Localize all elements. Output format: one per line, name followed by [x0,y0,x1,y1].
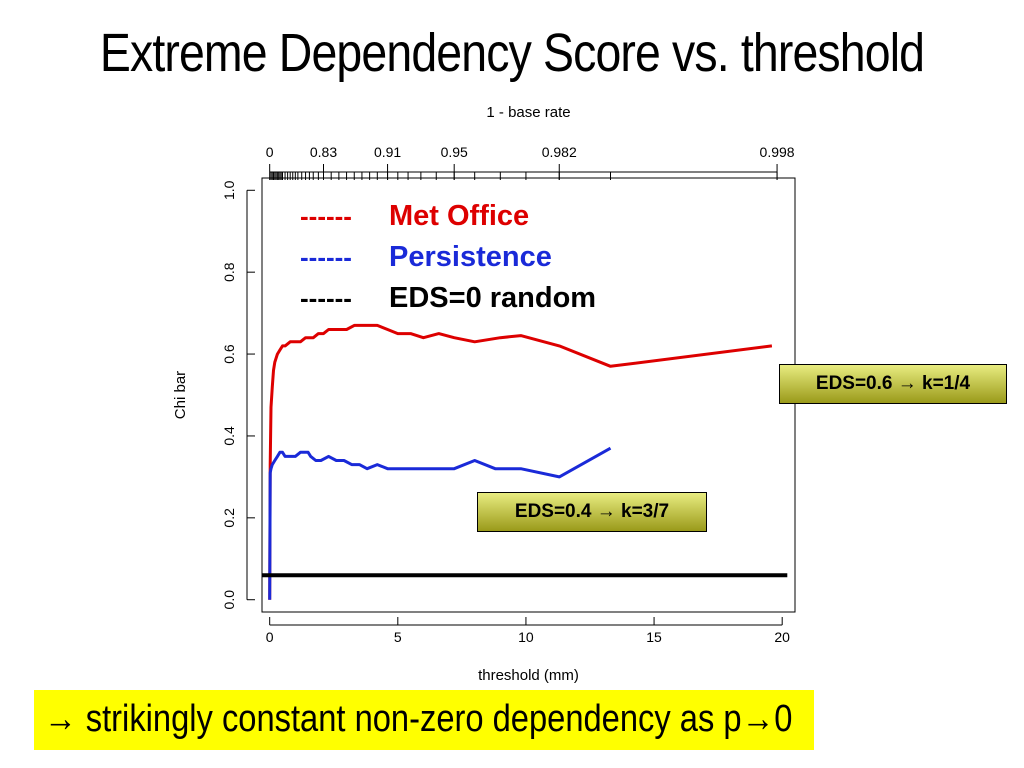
x-tick-label-1: 5 [394,629,402,645]
x-tick-label-0: 0 [266,629,274,645]
legend-label-2: EDS=0 random [389,282,596,314]
footer-message: strikingly constant non-zero dependency … [76,698,742,740]
y-tick-label-1: 0.2 [221,508,237,528]
slide-title: Extreme Dependency Score vs. threshold [99,23,925,83]
top-tick-label-0: 0 [266,144,274,160]
y-tick-label-4: 0.8 [221,262,237,282]
callout-eds-0-6: EDS=0.6 → k=1/4 [779,364,1007,404]
legend-dash-0: ------ [300,201,352,231]
footer-text: → strikingly constant non-zero dependenc… [44,698,792,741]
series-line-met-office [268,323,773,600]
y-tick-label-2: 0.4 [221,426,237,446]
legend-dash-1: ------ [300,242,352,272]
legend-dash-2: ------ [300,283,352,313]
y-tick-label-3: 0.6 [221,344,237,364]
top-tick-label-1: 0.83 [310,144,337,160]
x-axis-label: threshold (mm) [478,667,579,684]
y-tick-label-5: 1.0 [221,180,237,200]
top-tick-label-2: 0.91 [374,144,401,160]
top-tick-label-4: 0.982 [542,144,577,160]
top-axis-label: 1 - base rate [486,104,570,121]
x-tick-label-4: 20 [774,629,790,645]
legend-label-0: Met Office [389,200,529,232]
y-axis-label: Chi bar [172,371,189,419]
legend-label-1: Persistence [389,241,552,273]
x-tick-label-2: 10 [518,629,534,645]
series-line-persistence [268,446,612,600]
y-tick-label-0: 0.0 [221,590,237,610]
footer-arrow: → [44,698,77,740]
footer-end: 0 [774,698,793,740]
top-tick-label-3: 0.95 [441,144,468,160]
x-tick-label-3: 15 [646,629,662,645]
footer-arrow-2: → [741,698,775,740]
callout-eds-0-4: EDS=0.4 → k=3/7 [477,492,707,532]
footer-banner: → strikingly constant non-zero dependenc… [34,690,814,750]
top-tick-label-5: 0.998 [760,144,795,160]
